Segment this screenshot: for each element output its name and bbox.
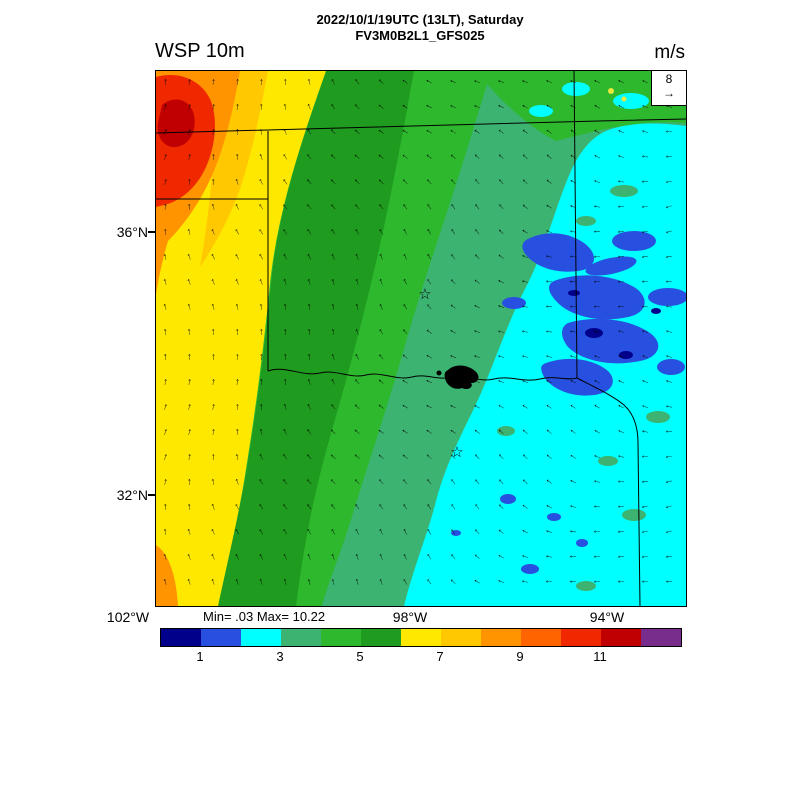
reference-vector-arrow-icon: → xyxy=(663,86,675,100)
city-marker-star-2: ☆ xyxy=(450,444,463,461)
map-canvas: ☆ ☆ → → → → → → → → → → → → → → → → → → → → → → → → → → → → → → → → → → → →… xyxy=(155,70,687,607)
lon-label-102w: 102°W xyxy=(106,609,150,625)
lat-tick-32n xyxy=(148,494,155,496)
navy-specks xyxy=(568,290,661,359)
reference-vector-legend: 8 → xyxy=(651,71,686,106)
colorbar-ticks: 1 3 5 7 9 11 xyxy=(196,649,607,664)
plot-title-datetime: 2022/10/1/19UTC (13LT), Saturday xyxy=(316,12,524,27)
lat-label-32n: 32°N xyxy=(116,487,148,503)
city-marker-star-1: ☆ xyxy=(418,286,431,303)
units-label: m/s xyxy=(654,42,685,63)
lon-label-98w: 98°W xyxy=(392,609,428,625)
reference-vector-value: 8 xyxy=(665,72,673,86)
green-patches xyxy=(497,185,670,591)
wind-speed-field: ☆ ☆ xyxy=(156,71,686,606)
colorbar xyxy=(160,628,682,647)
lat-label-36n: 36°N xyxy=(116,224,148,240)
lake-feature xyxy=(436,365,479,390)
plot-title-model: FV3M0B2L1_GFS025 xyxy=(355,28,485,43)
lon-label-94w: 94°W xyxy=(589,609,625,625)
state-borders xyxy=(156,71,686,606)
minmax-stats: Min= .03 Max= 10.22 xyxy=(203,609,326,624)
variable-label: WSP 10m xyxy=(155,40,245,62)
lat-tick-36n xyxy=(148,231,155,233)
